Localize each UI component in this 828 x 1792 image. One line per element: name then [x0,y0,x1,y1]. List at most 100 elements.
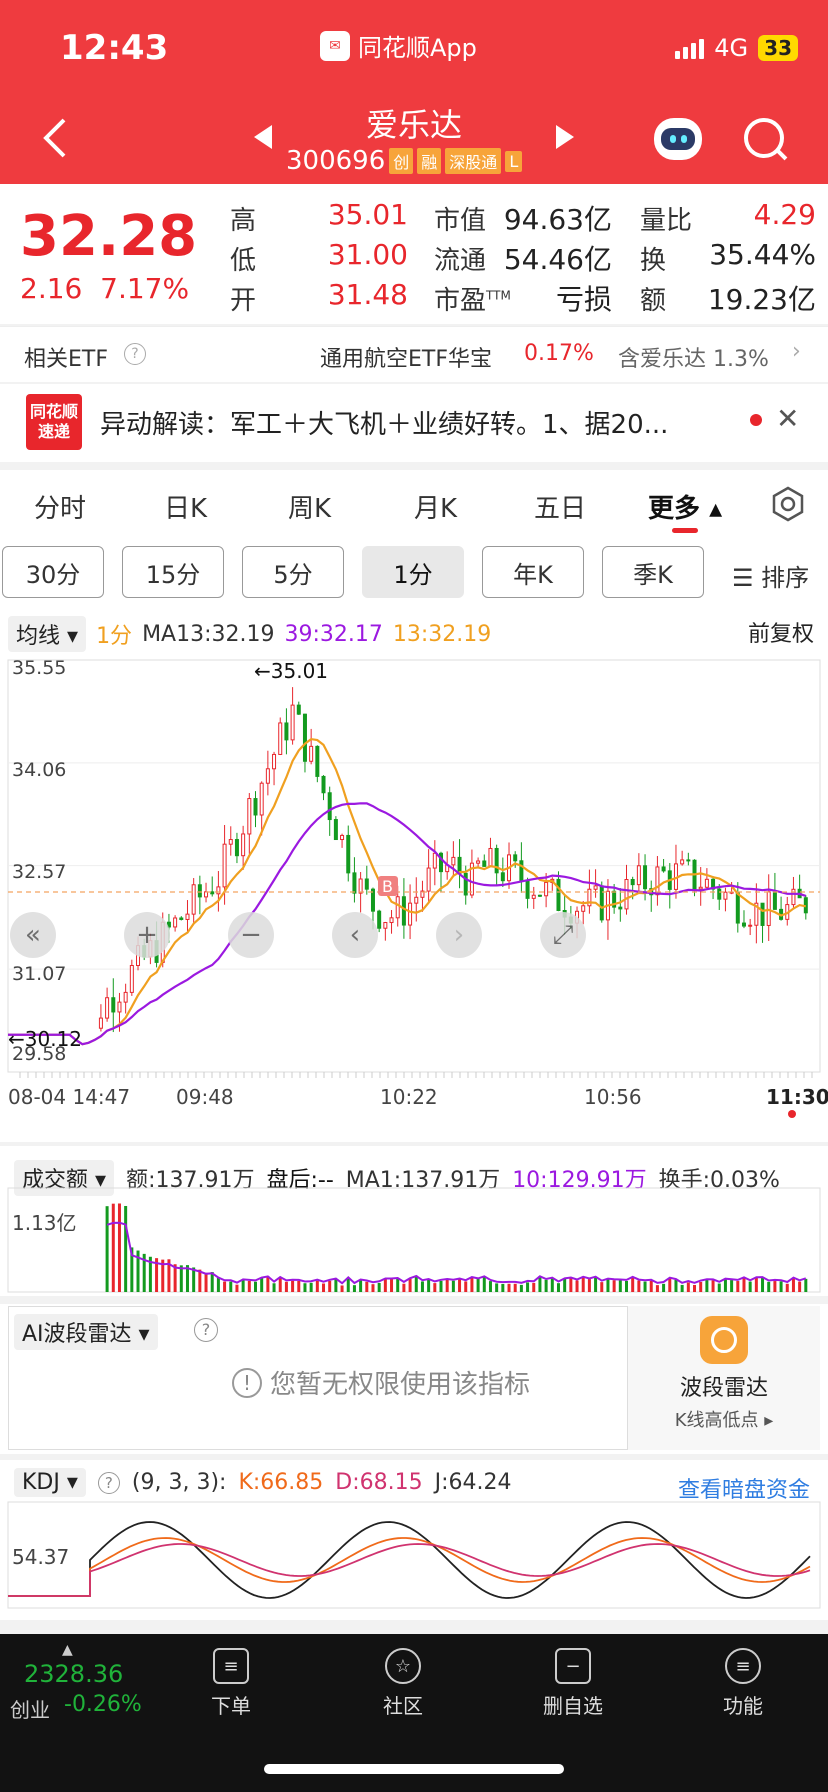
sort-button[interactable]: ☰ 排序 [732,564,810,592]
volume-bar [686,1282,690,1292]
kdj-chart[interactable]: 54.37 [0,1500,828,1614]
scroll-left-icon[interactable]: ‹ [332,912,378,958]
zoom-out-icon[interactable]: − [228,912,274,958]
radar-card[interactable]: 波段雷达 K线高低点 ▸ [628,1306,820,1450]
candle [284,722,289,741]
volume-bar [254,1281,257,1292]
tab-weekly-k[interactable]: 周K [288,494,332,524]
nav-functions[interactable]: ≡ 功能 [688,1648,798,1719]
index-value[interactable]: 2328.36 [24,1660,124,1688]
unread-dot [750,414,762,426]
zoom-in-icon[interactable]: + [124,912,170,958]
back-icon[interactable] [40,116,68,170]
signal-icon [675,37,705,59]
candle [612,890,617,908]
candle [494,847,499,874]
volume-ratio-value: 4.29 [753,198,816,231]
volume-bar [507,1283,511,1292]
candle [519,860,524,882]
help-icon[interactable]: ? [124,343,146,365]
period-1min[interactable]: 1分 [362,546,464,598]
kdj-selector[interactable]: KDJ ▾ [14,1468,86,1497]
high-value: 35.01 [327,198,408,231]
candle [105,997,110,1019]
news-text: 异动解读：军工＋大飞机＋业绩好转。1、据20... [100,410,669,440]
volume-bar [340,1285,344,1292]
ma-selector[interactable]: 均线 ▾ [8,616,87,652]
help-icon[interactable]: ? [194,1318,218,1342]
period-selector: 30分 15分 5分 1分 年K 季K ☰ 排序 [0,540,828,612]
nav-remove-watchlist[interactable]: − 删自选 [518,1648,628,1719]
ai-selector[interactable]: AI波段雷达 ▾ [14,1314,158,1350]
kline-chart[interactable]: 35.55 34.06 32.57 31.07 29.58 ←35.01 ←30… [0,648,828,1142]
candle [618,906,623,910]
candle [420,890,425,898]
assistant-robot-icon[interactable] [654,118,702,160]
stock-name: 爱乐达 [365,106,462,144]
volume-selector[interactable]: 成交额 ▾ [14,1160,115,1196]
candle [272,753,277,770]
period-season-k[interactable]: 季K [602,546,704,598]
tab-more[interactable]: 更多 ▴ [648,494,723,524]
scroll-right-icon[interactable]: › [436,912,482,958]
period-year-k[interactable]: 年K [482,546,584,598]
tab-intraday[interactable]: 分时 [34,494,87,524]
volume-bar [223,1281,227,1292]
nav-order[interactable]: ≡ 下单 [176,1648,286,1719]
close-icon[interactable]: ✕ [776,402,800,435]
pe-label: 市盈TTM [434,286,511,316]
period-30min[interactable]: 30分 [2,546,104,598]
search-icon[interactable] [744,118,784,158]
volume-bar [662,1283,666,1292]
change-row: 2.16 7.17% [20,272,189,305]
candle [686,859,691,862]
candle [414,896,419,904]
volume-bar [767,1281,771,1292]
kline-panel[interactable]: 均线 ▾ 1分 MA13:32.19 39:32.17 13:32.19 前复权… [0,612,828,1142]
ma-legend: 均线 ▾ 1分 MA13:32.19 39:32.17 13:32.19 [8,616,491,652]
candle [513,854,518,862]
settings-icon[interactable] [770,486,806,529]
volume-chart[interactable]: 1.13亿 [0,1186,828,1296]
menu-icon: ≡ [725,1648,761,1684]
volume-bar [538,1276,542,1292]
volume-bar [526,1282,530,1292]
candle [748,924,753,927]
volume-bar [173,1264,177,1292]
volume-panel[interactable]: 成交额 ▾ 额:137.91万 盘后:-- MA1:137.91万 10:129… [0,1146,828,1296]
volume-bar [513,1283,517,1292]
tab-monthly-k[interactable]: 月K [414,494,458,524]
next-stock-icon[interactable] [554,124,576,157]
collapse-left-icon[interactable]: « [10,912,56,958]
stock-tag: 深股通 [445,148,502,174]
float-label: 流通 [434,246,487,276]
volume-bar [204,1272,208,1292]
adjust-mode[interactable]: 前复权 [748,622,815,647]
help-icon[interactable]: ? [97,1471,120,1494]
news-ticker[interactable]: 同花顺 速递 异动解读：军工＋大飞机＋业绩好转。1、据20... ✕ [0,384,828,462]
candle [723,891,728,900]
x-label: 09:48 [176,1085,234,1109]
candle [636,865,641,886]
related-etf-row[interactable]: 相关ETF ? 通用航空ETF华宝 0.17% 含爱乐达 1.3% › [0,326,828,382]
prev-stock-icon[interactable] [252,124,274,157]
kdj-panel[interactable]: KDJ ▾ ? (9, 3, 3): K:66.85 D:68.15 J:64.… [0,1460,828,1620]
volume-bar [235,1284,239,1292]
nav-community[interactable]: ☆ 社区 [348,1648,458,1719]
fullscreen-icon[interactable]: ⤢ [540,912,586,958]
volume-turnover: 换手:0.03% [658,1168,780,1193]
volume-bar [705,1280,709,1292]
tab-five-day[interactable]: 五日 [534,494,587,524]
dark-pool-link[interactable]: 查看暗盘资金 [678,1478,811,1503]
period-5min[interactable]: 5分 [242,546,344,598]
volume-bar [464,1281,468,1292]
tab-daily-k[interactable]: 日K [164,494,208,524]
price-change: 2.16 [20,272,83,305]
volume-bar [365,1281,369,1292]
kdj-params: (9, 3, 3): [131,1470,227,1495]
volume-bar [649,1280,653,1292]
period-15min[interactable]: 15分 [122,546,224,598]
buy-marker[interactable] [378,876,398,896]
volume-bar [482,1276,486,1292]
candle [290,704,295,741]
